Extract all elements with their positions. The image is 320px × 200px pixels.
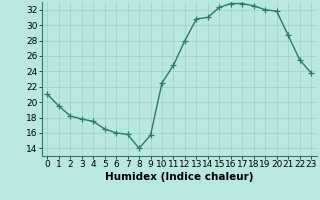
X-axis label: Humidex (Indice chaleur): Humidex (Indice chaleur) xyxy=(105,172,253,182)
